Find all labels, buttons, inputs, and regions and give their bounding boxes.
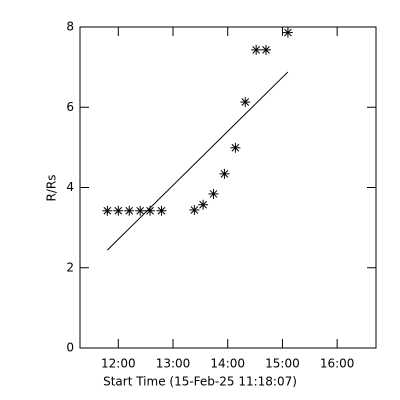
point-stroke — [252, 46, 261, 54]
y-tick-label: 6 — [66, 100, 74, 114]
point-stroke — [262, 46, 270, 54]
point — [261, 44, 272, 55]
point-stroke — [157, 206, 166, 215]
point-stroke — [241, 98, 250, 106]
point-stroke — [220, 170, 229, 178]
y-tick-label: 2 — [66, 260, 74, 274]
point-stroke — [146, 206, 154, 215]
point — [189, 204, 200, 215]
x-tick-label: 12:00 — [101, 357, 136, 371]
point — [282, 27, 293, 38]
point — [156, 205, 167, 216]
point-stroke — [125, 206, 134, 215]
point — [219, 168, 230, 179]
point-stroke — [190, 206, 199, 214]
y-axis-label: R/Rs — [45, 175, 59, 202]
x-tick-label: 13:00 — [156, 357, 191, 371]
y-tick-label: 8 — [66, 20, 74, 34]
point — [251, 44, 262, 55]
fit-line — [107, 71, 289, 251]
point — [230, 142, 241, 153]
point — [135, 205, 146, 216]
point-stroke — [209, 190, 218, 198]
x-tick-label: 14:00 — [210, 357, 245, 371]
x-tick-label: 15:00 — [265, 357, 300, 371]
point-stroke — [103, 206, 112, 215]
x-tick-label: 16:00 — [320, 357, 355, 371]
y-tick-label: 4 — [66, 180, 74, 194]
point — [145, 205, 156, 216]
point — [124, 205, 135, 216]
point-stroke — [136, 206, 145, 215]
point — [113, 205, 124, 216]
point — [208, 188, 219, 199]
point-stroke — [199, 200, 207, 209]
x-axis-label: Start Time (15-Feb-25 11:18:07) — [103, 375, 297, 389]
y-tick-label: 0 — [66, 341, 74, 355]
point — [198, 199, 209, 210]
point-stroke — [231, 143, 240, 152]
point — [240, 97, 251, 108]
point-stroke — [284, 28, 292, 37]
point — [102, 205, 113, 216]
point-stroke — [114, 206, 123, 215]
